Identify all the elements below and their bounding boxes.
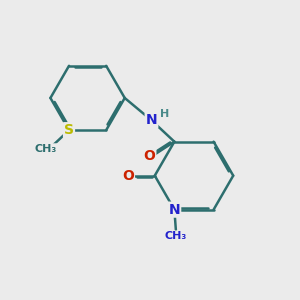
Text: N: N — [146, 113, 157, 127]
Text: H: H — [160, 109, 170, 119]
Text: CH₃: CH₃ — [165, 231, 187, 242]
Text: S: S — [64, 123, 74, 137]
Text: O: O — [143, 149, 155, 163]
Text: CH₃: CH₃ — [35, 144, 57, 154]
Text: N: N — [169, 202, 180, 217]
Text: O: O — [122, 169, 134, 183]
